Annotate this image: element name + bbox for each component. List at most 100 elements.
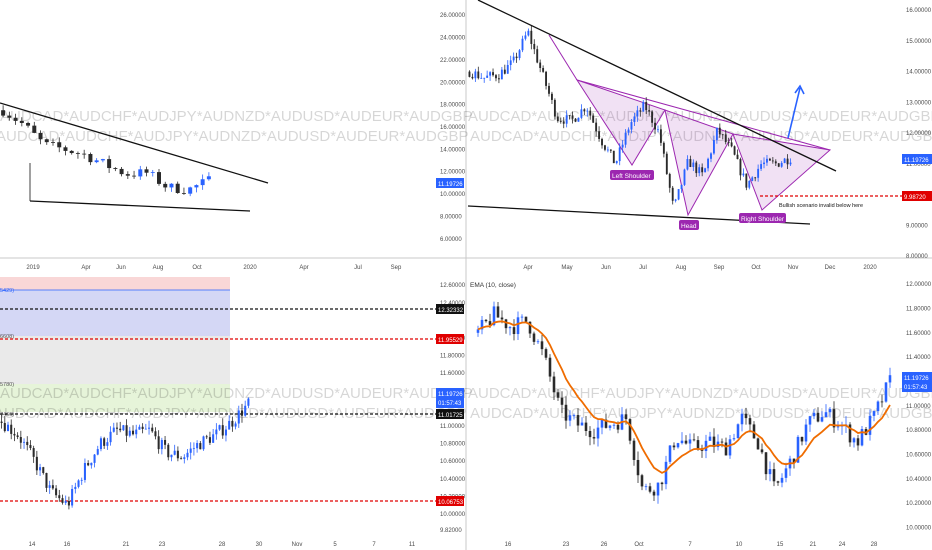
candle-body[interactable] [640,475,644,487]
candle-body[interactable] [536,49,539,63]
candle-body[interactable] [595,122,598,132]
candle-body[interactable] [618,147,621,162]
candle-body[interactable] [868,415,872,435]
candle-body[interactable] [528,321,532,334]
pattern-left-shoulder[interactable] [575,79,666,166]
candle-body[interactable] [684,440,688,444]
candle-body[interactable] [848,424,852,443]
candle-body[interactable] [724,442,728,456]
candle-body[interactable] [32,448,35,457]
pattern-right-shoulder[interactable] [732,133,832,211]
candle-body[interactable] [484,319,488,322]
candle-body[interactable] [739,159,742,176]
candle-body[interactable] [492,72,494,76]
candle-body[interactable] [200,179,205,186]
candle-body[interactable] [600,419,604,428]
candle-body[interactable] [144,428,147,430]
candle-body[interactable] [13,117,18,121]
candle-body[interactable] [588,431,592,438]
candle-body[interactable] [497,78,500,80]
candle-body[interactable] [48,485,51,488]
candle-body[interactable] [154,431,157,437]
candle-body[interactable] [584,422,588,432]
candle-body[interactable] [202,436,205,450]
candle-body[interactable] [496,306,500,318]
candle-body[interactable] [244,405,247,416]
candle-body[interactable] [872,411,876,416]
candle-body[interactable] [671,187,674,201]
candle-body[interactable] [26,122,31,126]
candle-body[interactable] [212,434,215,443]
candle-body[interactable] [760,164,763,169]
candle-body[interactable] [792,458,796,463]
candle-body[interactable] [715,127,718,141]
candle-body[interactable] [483,77,486,79]
candle-body[interactable] [512,327,516,335]
candle-body[interactable] [69,150,74,154]
candle-body[interactable] [616,424,620,430]
candle-body[interactable] [520,316,524,318]
candle-body[interactable] [39,467,42,471]
candle-body[interactable] [13,433,16,436]
candle-body[interactable] [696,440,700,449]
candle-body[interactable] [748,418,752,425]
candle-body[interactable] [99,438,102,450]
candle-body[interactable] [506,64,509,74]
trendline-resistance-tr[interactable] [477,0,837,172]
candle-body[interactable] [224,429,227,436]
candle-body[interactable] [228,420,231,430]
candle-body[interactable] [503,69,506,74]
candle-body[interactable] [180,458,183,460]
candle-body[interactable] [55,488,58,496]
candle-body[interactable] [3,422,6,432]
candle-body[interactable] [751,177,754,181]
candle-body[interactable] [29,445,32,449]
candle-body[interactable] [774,161,777,164]
ema-legend[interactable]: EMA (10, close) [470,282,516,289]
candle-body[interactable] [515,56,518,59]
candle-body[interactable] [167,444,170,458]
candle-body[interactable] [856,438,860,446]
candle-body[interactable] [733,146,736,155]
candle-body[interactable] [556,392,560,398]
candle-body[interactable] [16,435,19,438]
candle-body[interactable] [138,169,143,177]
candle-body[interactable] [160,439,163,450]
candle-body[interactable] [784,468,788,478]
candle-body[interactable] [144,169,149,173]
candle-body[interactable] [44,139,49,143]
candle-body[interactable] [45,472,48,488]
candle-body[interactable] [119,168,124,175]
candle-body[interactable] [19,437,22,443]
candle-body[interactable] [721,134,724,136]
candle-body[interactable] [783,158,786,163]
candle-body[interactable] [789,162,792,165]
candle-body[interactable] [660,482,664,485]
candle-body[interactable] [676,443,680,448]
candle-body[interactable] [208,437,211,443]
candle-body[interactable] [63,147,68,151]
candle-body[interactable] [689,159,692,167]
candle-body[interactable] [122,425,125,431]
candle-body[interactable] [636,459,640,476]
candle-body[interactable] [604,145,606,150]
candle-body[interactable] [884,382,888,402]
candle-body[interactable] [686,159,689,170]
candle-body[interactable] [576,415,580,426]
candle-body[interactable] [612,424,616,426]
candle-body[interactable] [75,153,80,154]
candle-body[interactable] [486,75,489,78]
candle-body[interactable] [812,412,816,417]
candle-body[interactable] [504,319,508,329]
candle-body[interactable] [860,429,864,446]
candle-body[interactable] [87,463,90,466]
candle-body[interactable] [730,142,733,147]
candle-body[interactable] [609,149,612,151]
candle-body[interactable] [713,140,715,154]
candle-body[interactable] [586,110,589,112]
candle-body[interactable] [732,438,736,440]
candle-body[interactable] [64,500,67,503]
candle-body[interactable] [701,167,704,173]
candle-body[interactable] [509,60,512,65]
candle-body[interactable] [112,427,115,432]
